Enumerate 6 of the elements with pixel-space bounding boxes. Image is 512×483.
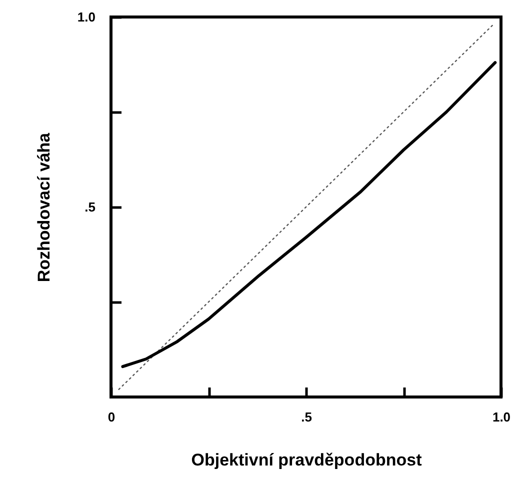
x-tick-label: .5 — [301, 410, 312, 424]
x-tick-label: 0 — [108, 410, 116, 424]
line-series — [121, 61, 497, 368]
x-tick-label: 1.0 — [492, 410, 511, 424]
y-axis-title: Rozhodovací váha — [34, 132, 54, 282]
x-axis-title: Objektivní pravděpodobnost — [191, 450, 422, 470]
